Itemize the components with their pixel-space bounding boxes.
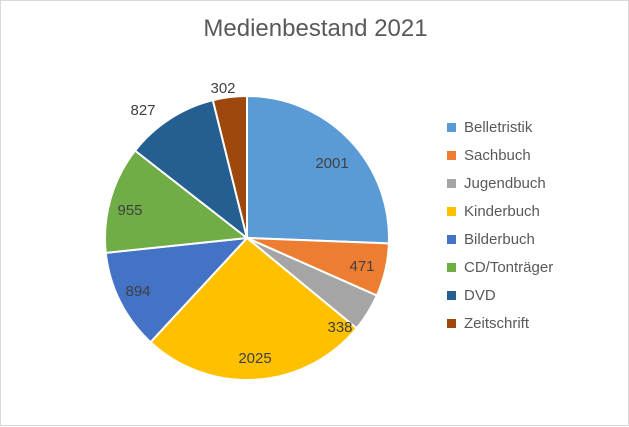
pie-slice bbox=[246, 94, 390, 245]
legend-swatch bbox=[447, 150, 456, 160]
data-label: 894 bbox=[125, 283, 150, 300]
legend-item: CD/Tonträger bbox=[447, 253, 553, 281]
legend-item: Belletristik bbox=[447, 113, 553, 141]
data-label: 2001 bbox=[315, 155, 348, 172]
legend: Belletristik Sachbuch Jugendbuch Kinderbuch… bbox=[447, 113, 553, 337]
legend-item: DVD bbox=[447, 281, 553, 309]
legend-swatch bbox=[447, 262, 456, 272]
legend-label: Zeitschrift bbox=[464, 314, 530, 332]
legend-swatch bbox=[447, 290, 456, 300]
legend-swatch bbox=[447, 318, 456, 328]
legend-item: Zeitschrift bbox=[447, 309, 553, 337]
legend-swatch bbox=[447, 122, 456, 132]
data-label: 302 bbox=[210, 80, 235, 97]
legend-label: DVD bbox=[464, 286, 496, 304]
pie-slice bbox=[133, 98, 249, 241]
data-label: 2025 bbox=[238, 350, 271, 367]
data-label: 471 bbox=[349, 258, 374, 275]
data-label: 338 bbox=[327, 319, 352, 336]
legend-item: Sachbuch bbox=[447, 141, 553, 169]
legend-label: CD/Tonträger bbox=[464, 258, 554, 276]
legend-label: Sachbuch bbox=[464, 146, 531, 164]
legend-item: Jugendbuch bbox=[447, 169, 553, 197]
legend-label: Kinderbuch bbox=[464, 202, 540, 220]
legend-swatch bbox=[447, 178, 456, 188]
pie-slice bbox=[211, 94, 248, 239]
data-label: 955 bbox=[117, 202, 142, 219]
legend-swatch bbox=[447, 234, 456, 244]
pie-slice bbox=[149, 236, 359, 382]
legend-label: Bilderbuch bbox=[464, 230, 535, 248]
chart-title: Medienbestand 2021 bbox=[203, 15, 428, 42]
legend-item: Kinderbuch bbox=[447, 197, 553, 225]
legend-swatch bbox=[447, 206, 456, 216]
data-label: 827 bbox=[130, 102, 155, 119]
pie-slice bbox=[104, 236, 250, 344]
pie-slice bbox=[104, 149, 250, 254]
legend-item: Bilderbuch bbox=[447, 225, 553, 253]
legend-label: Belletristik bbox=[464, 118, 533, 136]
legend-label: Jugendbuch bbox=[464, 174, 546, 192]
